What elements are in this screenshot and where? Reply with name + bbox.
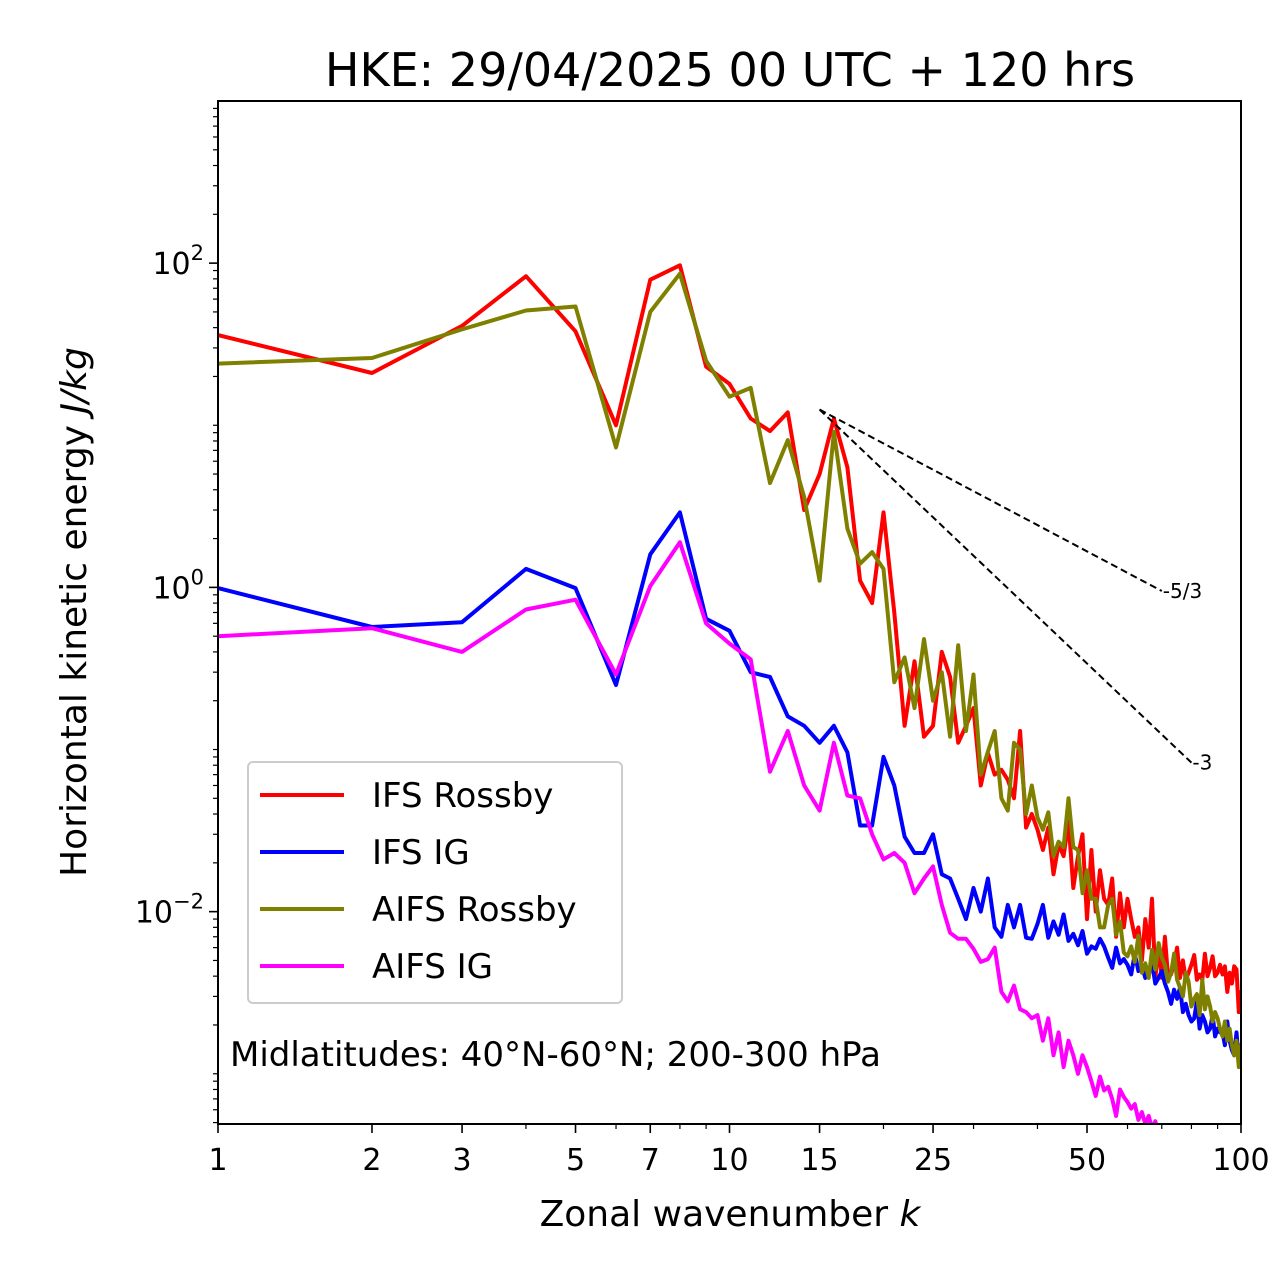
x-tick-label: 50: [1068, 1143, 1106, 1178]
series-line-aifs-ig: [218, 540, 1159, 1124]
axis-ticks: 1 2 3 5 7 10 15 25 50 100 10−2 100 102: [135, 107, 1270, 1178]
reference-slope-label: -5/3: [1163, 579, 1202, 603]
series-line-aifs-rossby: [218, 271, 1241, 1070]
y-tick-label: 102: [152, 241, 204, 282]
legend-label: IFS Rossby: [372, 776, 553, 816]
legend-label: AIFS IG: [372, 947, 493, 987]
series-line-ifs-ig: [218, 510, 1241, 1063]
y-tick-label: 10−2: [135, 890, 204, 931]
x-tick-label: 10: [710, 1143, 748, 1178]
x-tick-label: 3: [453, 1143, 472, 1178]
plot-frame: [217, 100, 1242, 1125]
x-axis-label-text: Zonal wavenumber: [540, 1194, 889, 1235]
x-axis-label: Zonal wavenumber k: [540, 1194, 923, 1235]
x-tick-label: 1: [208, 1143, 227, 1178]
y-tick-label: 100: [152, 565, 204, 606]
series-layer: [218, 263, 1241, 1124]
x-tick-label: 100: [1212, 1143, 1269, 1178]
legend-label: AIFS Rossby: [372, 890, 577, 930]
x-tick-label: 2: [362, 1143, 381, 1178]
legend: IFS Rossby IFS IG AIFS Rossby AIFS IG: [247, 761, 623, 1004]
x-axis-symbol: k: [900, 1194, 923, 1235]
legend-frame: [247, 761, 623, 1004]
reference-slope-line: [819, 408, 1163, 592]
x-tick-label: 25: [914, 1143, 952, 1178]
y-axis-label: Horizontal kinetic energy J/kg: [54, 347, 95, 877]
chart-title: HKE: 29/04/2025 00 UTC + 120 hrs: [325, 43, 1135, 97]
reference-slope-line: [818, 408, 1193, 764]
reference-slope-label: -3: [1192, 751, 1212, 775]
legend-label: IFS IG: [372, 833, 470, 873]
x-tick-label: 5: [566, 1143, 585, 1178]
x-tick-label: 15: [800, 1143, 838, 1178]
region-annotation: Midlatitudes: 40°N-60°N; 200-300 hPa: [230, 1035, 881, 1075]
y-axis-unit: J/kg: [54, 347, 95, 419]
x-tick-label: 7: [641, 1143, 660, 1178]
reference-lines: -5/3 -3: [818, 408, 1212, 775]
legend-items: IFS Rossby IFS IG AIFS Rossby AIFS IG: [260, 776, 577, 987]
y-axis-label-text: Horizontal kinetic energy: [54, 425, 95, 877]
